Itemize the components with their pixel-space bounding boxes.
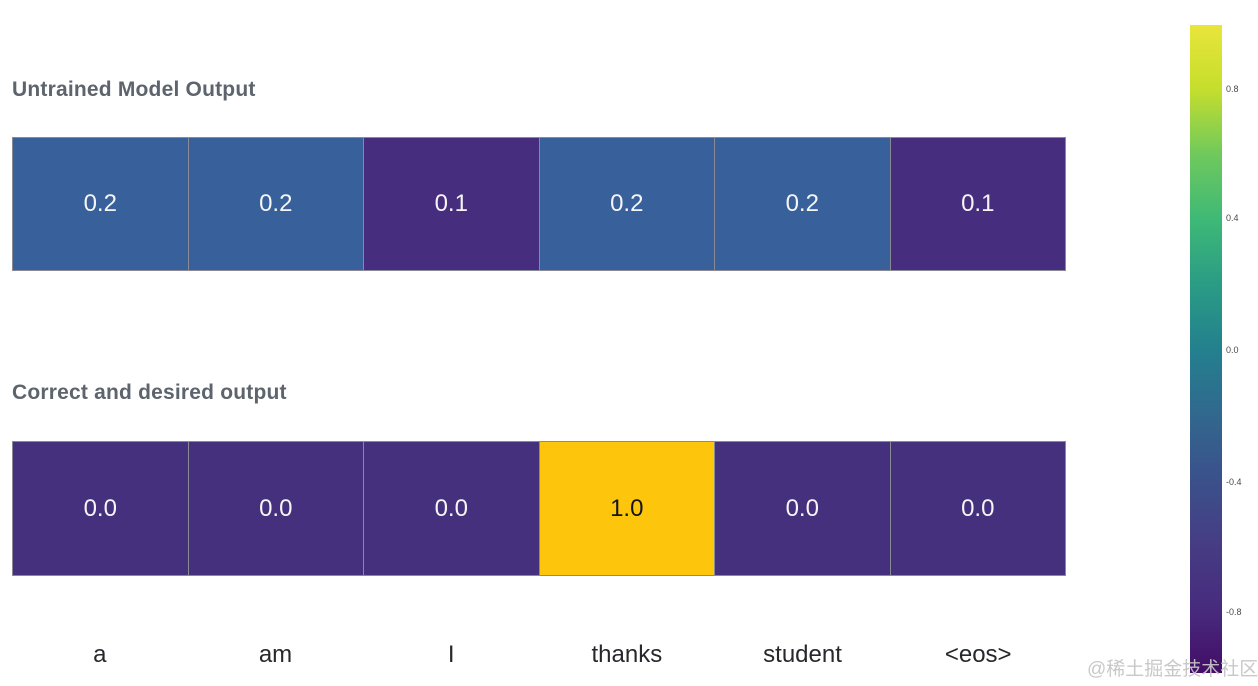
x-axis-label: am	[258, 641, 293, 668]
untrained-output-title: Untrained Model Output	[12, 78, 256, 101]
heatmap-cell: 1.0	[539, 442, 715, 575]
heatmap-cell: 0.0	[715, 442, 891, 575]
x-axis-label: I	[447, 641, 455, 668]
heatmap-cell: 0.1	[890, 138, 1065, 270]
colorbar-ticks: 0.8 0.4 0.0 -0.4 -0.8	[1226, 25, 1256, 673]
heatmap-cell: 0.0	[188, 442, 364, 575]
heatmap-cell: 0.0	[890, 442, 1065, 575]
watermark-text: @稀土掘金技术社区	[1087, 659, 1258, 680]
colorbar-gradient	[1190, 25, 1222, 673]
colorbar-tick-label: -0.8	[1226, 607, 1242, 618]
correct-output-heatmap: 0.0 0.0 0.0 1.0 0.0 0.0	[12, 441, 1066, 576]
heatmap-cell: 0.2	[715, 138, 891, 270]
untrained-output-heatmap: 0.2 0.2 0.1 0.2 0.2 0.1	[12, 137, 1066, 271]
heatmap-cell: 0.0	[13, 442, 189, 575]
heatmap-cell: 0.0	[364, 442, 540, 575]
heatmap-cell: 0.1	[364, 138, 540, 270]
colorbar-tick-label: 0.0	[1226, 345, 1239, 356]
heatmap-cell: 0.2	[13, 138, 189, 270]
colorbar-tick-label: 0.8	[1226, 84, 1239, 95]
heatmap-cell: 0.2	[188, 138, 364, 270]
x-axis-label: thanks	[591, 641, 663, 668]
colorbar-tick-label: -0.4	[1226, 476, 1242, 487]
colorbar-tick-label: 0.4	[1226, 213, 1239, 224]
correct-output-title: Correct and desired output	[12, 381, 287, 404]
heatmap-cell: 0.2	[539, 138, 715, 270]
x-axis-label: a	[93, 641, 107, 668]
x-axis-label: <eos>	[944, 641, 1012, 668]
x-axis-label: student	[763, 641, 842, 668]
